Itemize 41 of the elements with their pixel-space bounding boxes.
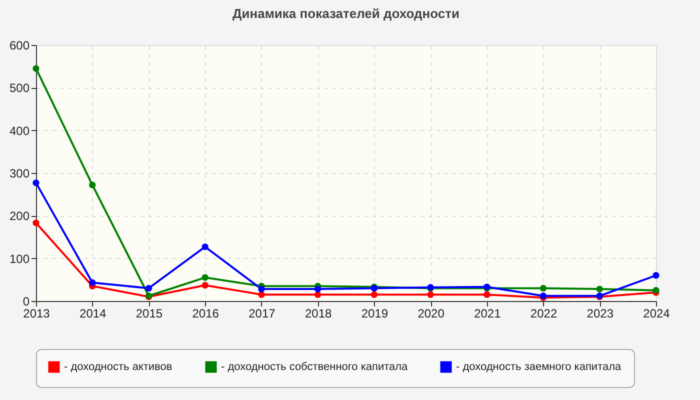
point: [427, 291, 434, 298]
point: [596, 286, 603, 292]
x-tick-label: 2015: [136, 306, 163, 320]
point: [370, 291, 378, 298]
point: [32, 220, 40, 226]
point: [258, 286, 265, 292]
x-tick-label: 2020: [418, 306, 445, 320]
point: [314, 286, 322, 292]
point: [652, 286, 660, 294]
point: [89, 182, 96, 188]
x-tick-label: 2014: [80, 306, 107, 320]
x-tick-label: 2022: [530, 306, 558, 320]
point: [202, 243, 208, 250]
y-tick-label: 300: [9, 166, 30, 180]
y-tick-label: 500: [9, 81, 30, 96]
point: [484, 291, 490, 298]
legend-label: - доходность активов: [64, 361, 172, 373]
chart-title: Динамика показателей доходности: [232, 6, 460, 21]
x-tick-label: 2024: [643, 306, 670, 320]
point: [202, 274, 208, 281]
x-tick-label: 2021: [474, 306, 502, 320]
y-tick-label: 100: [9, 252, 30, 266]
legend-label: - доходность заемного капитала: [456, 361, 622, 373]
point: [652, 272, 660, 279]
y-tick-label: 0: [22, 294, 30, 308]
y-tick-label: 600: [9, 38, 30, 52]
point: [32, 179, 40, 186]
point: [202, 282, 208, 289]
x-tick-label: 2017: [248, 306, 276, 320]
x-tick-label: 2019: [361, 306, 388, 320]
x-tick-label: 2013: [23, 306, 50, 320]
point: [32, 65, 40, 72]
x-tick-label: 2023: [586, 306, 614, 320]
legend-label: - доходность собственного капитала: [221, 361, 409, 373]
y-tick-label: 200: [9, 209, 30, 224]
point: [540, 284, 547, 292]
x-tick-label: 2016: [192, 306, 220, 320]
point: [145, 284, 152, 292]
x-tick-label: 2018: [304, 306, 332, 320]
point: [89, 279, 96, 286]
y-tick-label: 400: [9, 124, 30, 138]
